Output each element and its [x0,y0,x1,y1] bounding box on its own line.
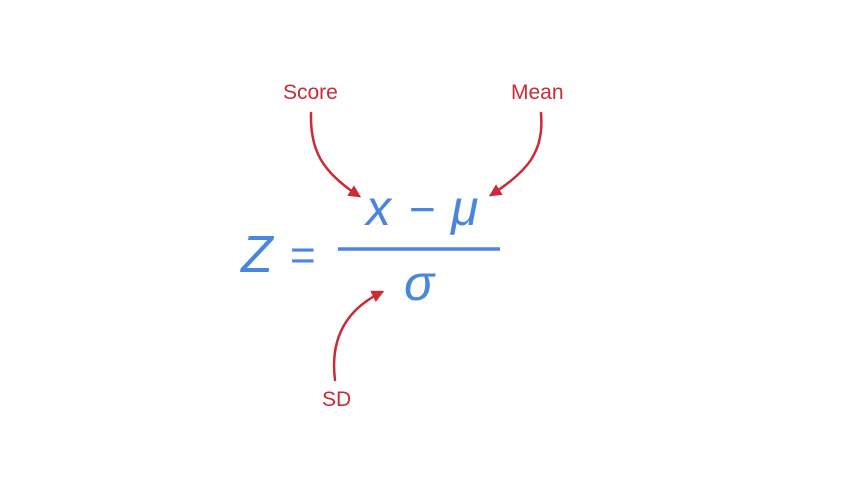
arrow-mean-icon [488,111,543,197]
callout-label-mean: Mean [511,81,564,104]
z-score-formula: Z = x − μ σ [239,180,500,311]
callout-label-sd: SD [322,388,351,411]
callout-label-score: Score [283,81,338,104]
formula-denominator-sigma: σ [404,255,436,311]
formula-numerator-minus: − [409,183,436,235]
formula-numerator-x: x [364,180,393,236]
formula-equals: = [290,231,316,280]
arrow-score-icon [309,111,362,198]
formula-numerator-mu: μ [449,180,478,236]
formula-z: Z [239,226,275,284]
arrow-sd-icon [332,290,385,382]
